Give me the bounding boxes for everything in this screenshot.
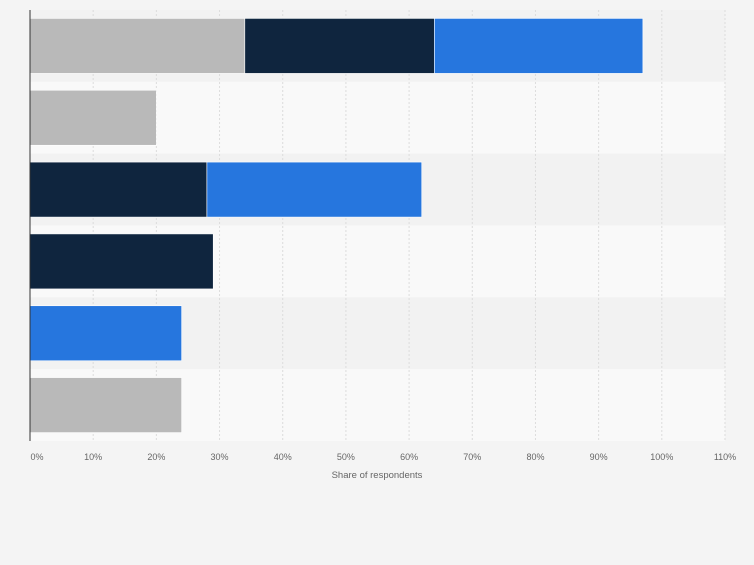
bar-segment [434, 18, 644, 74]
row-bands [30, 10, 725, 441]
x-tick-label: 20% [147, 452, 165, 462]
x-tick-label: 70% [463, 452, 481, 462]
x-axis-ticks: 0% 10% 20% 30% 40% 50% 60% 70% 80% 90% 100% 110% [30, 452, 736, 462]
bar-segment [29, 89, 157, 146]
bar-segment [29, 377, 182, 433]
x-tick-label: 110% [714, 452, 736, 462]
x-tick-label: 60% [400, 452, 418, 462]
bar-segment [29, 233, 214, 290]
x-tick-label: 80% [526, 452, 544, 462]
x-tick-label: 10% [84, 452, 102, 462]
x-axis-title: Share of respondents [332, 470, 423, 481]
x-tick-label: 40% [274, 452, 292, 462]
x-tick-label: 30% [211, 452, 229, 462]
bar-segment [29, 305, 182, 362]
x-tick-label: 100% [650, 452, 673, 462]
bar-segment [206, 161, 423, 218]
x-tick-label: 0% [30, 452, 43, 462]
bar-segment [244, 18, 435, 74]
bar-segment [29, 18, 246, 74]
bar-segment [29, 161, 208, 218]
bars [29, 18, 644, 433]
x-tick-label: 90% [590, 452, 608, 462]
x-tick-label: 50% [337, 452, 355, 462]
